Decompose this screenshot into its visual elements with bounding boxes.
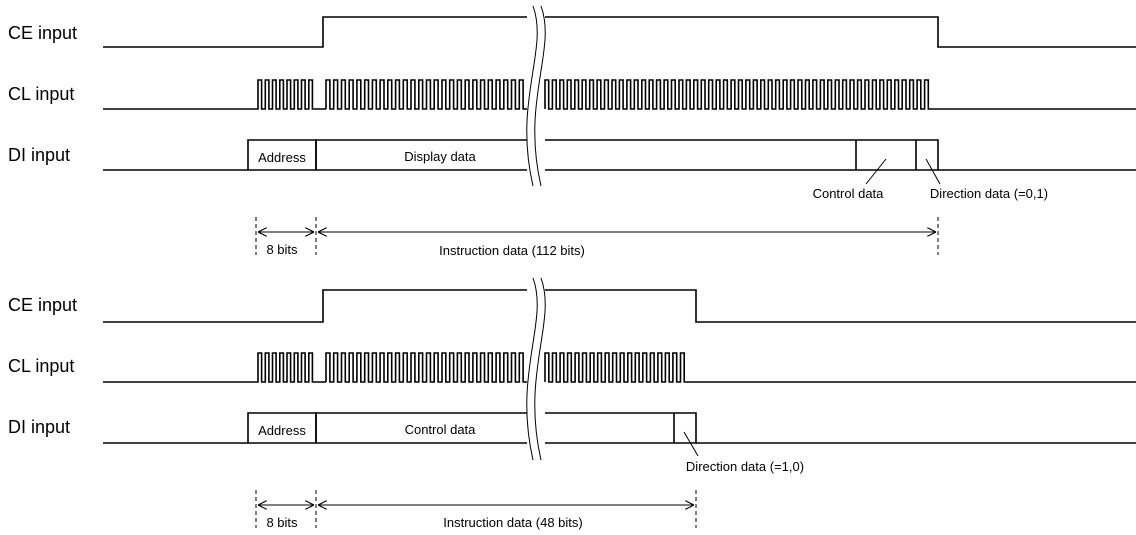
- cl-label: CL input: [8, 356, 74, 376]
- cl-waveform: [103, 352, 1136, 383]
- di-waveform: [103, 139, 1136, 171]
- timing-diagram-1: CE input CL input DI input Address Displ…: [8, 5, 1136, 258]
- control-data-field: [315, 412, 697, 444]
- di-label: DI input: [8, 417, 70, 437]
- ce-label: CE input: [8, 23, 77, 43]
- display-data-field: [315, 139, 939, 171]
- direction-data-callout: Direction data (=1,0): [686, 459, 804, 474]
- break-mark-2: [526, 277, 546, 461]
- direction-data-callout: Direction data (=0,1): [930, 186, 1048, 201]
- cl-label: CL input: [8, 84, 74, 104]
- direction-data-leader: [683, 431, 699, 457]
- display-data-label: Display data: [404, 149, 476, 164]
- di-waveform: [103, 412, 1136, 444]
- direction-data-leader: [925, 158, 941, 185]
- break-mark-1: [526, 5, 546, 187]
- cl-waveform: [103, 79, 1136, 110]
- ce-label: CE input: [8, 295, 77, 315]
- instruction-bits-label: Instruction data (48 bits): [443, 515, 582, 530]
- control-data-callout: Control data: [813, 186, 885, 201]
- ce-waveform: [103, 16, 1136, 48]
- address-bits-label: 8 bits: [266, 515, 298, 530]
- di-label: DI input: [8, 145, 70, 165]
- timing-diagram-2: CE input CL input DI input Address Contr…: [8, 277, 1136, 530]
- instruction-bits-label: Instruction data (112 bits): [439, 243, 585, 258]
- control-data-leader: [865, 158, 887, 185]
- ce-waveform: [103, 289, 1136, 323]
- address-field-label: Address: [258, 423, 306, 438]
- address-bits-label: 8 bits: [266, 242, 298, 257]
- control-data-label: Control data: [405, 422, 477, 437]
- address-field-label: Address: [258, 150, 306, 165]
